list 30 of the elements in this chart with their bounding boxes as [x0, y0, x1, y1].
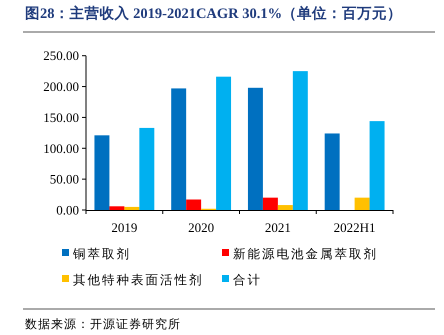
- x-tick-label: 2020: [188, 220, 214, 235]
- legend-label: 其他特种表面活性剂: [73, 272, 204, 287]
- y-tick-label: 250.00: [43, 48, 79, 64]
- x-tick-label: 2019: [111, 220, 138, 235]
- x-tick-label: 2021: [264, 220, 291, 235]
- bar: [186, 200, 202, 210]
- bar: [109, 206, 124, 210]
- bar: [292, 71, 308, 210]
- bar: [262, 198, 278, 210]
- legend-label: 合计: [233, 273, 262, 287]
- bar: [248, 88, 263, 210]
- bar: [324, 133, 340, 210]
- bar: [216, 76, 232, 210]
- y-tick-label: 150.00: [43, 110, 79, 125]
- y-tick-label: 100.00: [43, 140, 79, 156]
- y-tick-label: 200.00: [43, 79, 79, 94]
- bar: [278, 205, 293, 210]
- bar: [94, 135, 110, 210]
- bar: [370, 121, 385, 210]
- bar: [124, 206, 140, 210]
- y-tick-label: 0.00: [56, 202, 79, 218]
- bar: [171, 88, 186, 210]
- y-tick-label: 50.00: [50, 172, 79, 187]
- source-note: 数据来源：开源证券研究所: [25, 317, 181, 331]
- legend-label: 新能源电池金属萃取剂: [233, 246, 378, 261]
- bar: [139, 128, 154, 210]
- legend-label: 铜萃取剂: [72, 246, 131, 261]
- x-tick-label: 2022H1: [334, 220, 376, 235]
- bar: [354, 198, 370, 210]
- chart-title: 图28：主营收入 2019-2021CAGR 30.1%（单位：百万元）: [25, 4, 402, 22]
